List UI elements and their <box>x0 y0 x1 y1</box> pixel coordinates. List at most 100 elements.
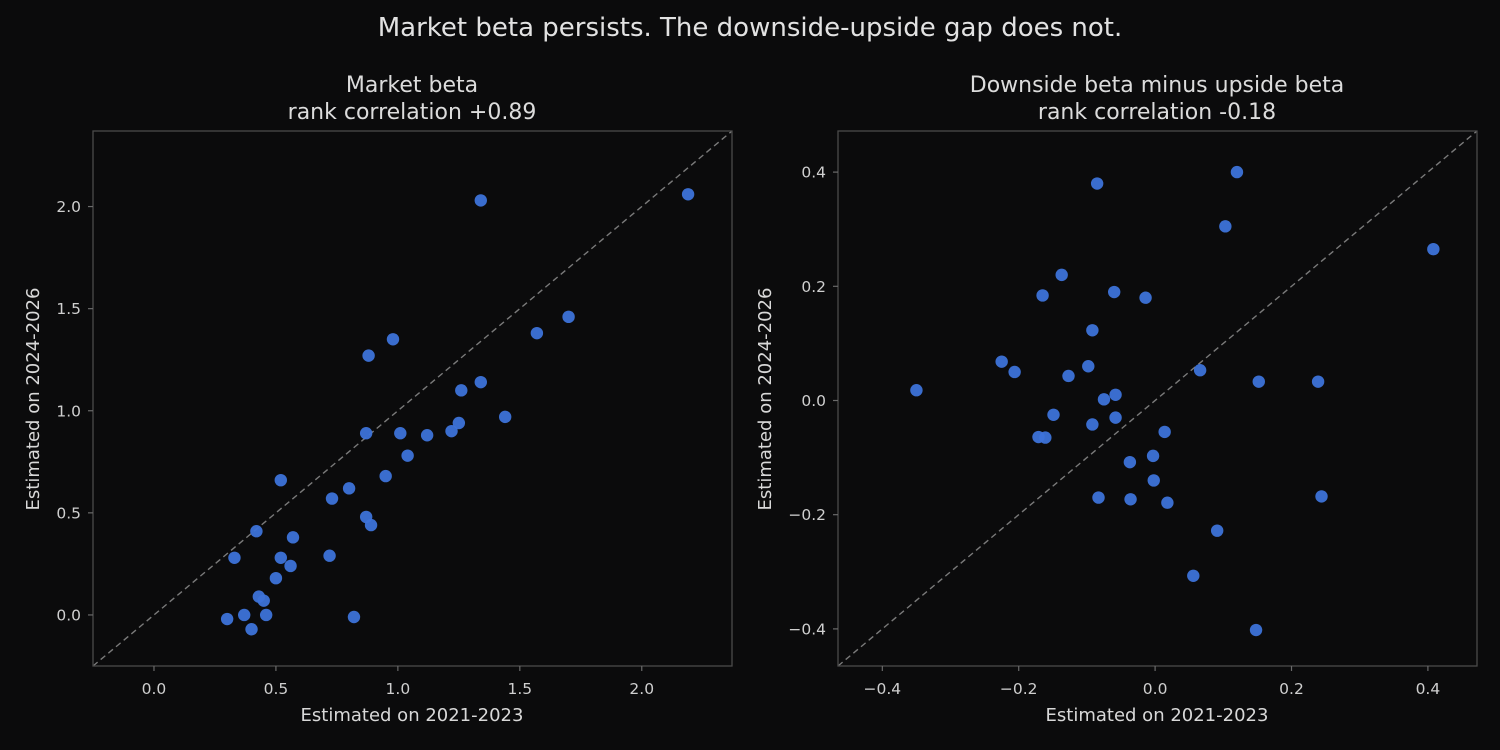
data-point <box>228 551 241 564</box>
data-point <box>1092 491 1105 504</box>
data-point <box>259 608 273 622</box>
data-point <box>1427 242 1440 256</box>
data-point <box>286 531 300 544</box>
y-axis-label: Estimated on 2024-2026 <box>23 288 44 511</box>
data-point <box>1230 165 1244 179</box>
data-point <box>386 333 400 346</box>
data-point <box>284 559 297 573</box>
y-tick-label: 0.0 <box>801 392 826 410</box>
data-point <box>474 375 487 389</box>
data-point <box>1039 431 1052 444</box>
data-point <box>364 518 378 532</box>
data-point <box>1210 524 1224 537</box>
data-point <box>1158 425 1171 439</box>
data-point <box>420 429 434 442</box>
panel-market-beta: Market beta rank correlation +0.89 Estim… <box>23 73 733 726</box>
plot-area: −0.4 −0.2 0.0 0.2 0.4 −0.4 −0.2 0.0 0.2 0.4 <box>788 130 1478 698</box>
x-axis-label: Estimated on 2021-2023 <box>301 705 524 726</box>
reference-line <box>92 130 733 667</box>
data-point <box>325 492 339 505</box>
y-tick-label: 0.5 <box>56 504 81 522</box>
y-tick-label: −0.4 <box>788 620 826 638</box>
data-point <box>401 449 414 462</box>
x-tick-label: −0.2 <box>1000 680 1038 698</box>
data-point <box>1107 285 1121 299</box>
panel-title: Market beta <box>346 73 478 98</box>
data-point <box>274 473 287 487</box>
data-point <box>1124 493 1137 506</box>
data-point <box>1193 364 1207 377</box>
data-point <box>379 469 392 483</box>
data-point <box>1082 360 1095 373</box>
axes-frame <box>92 130 733 667</box>
x-tick-label: 0.0 <box>142 680 167 698</box>
panel-downside-upside-gap: Downside beta minus upside beta rank cor… <box>755 73 1478 726</box>
y-tick-label: 1.5 <box>56 300 81 318</box>
x-tick-label: 2.0 <box>629 680 654 698</box>
data-point <box>1086 324 1099 337</box>
data-point <box>250 525 263 538</box>
data-point <box>1109 411 1122 424</box>
data-point <box>274 551 287 564</box>
plot-area: 0.0 0.5 1.0 1.5 2.0 0.0 0.5 1.0 1.5 2.0 <box>56 130 733 698</box>
y-tick-label: −0.2 <box>788 506 826 524</box>
data-point <box>323 549 336 562</box>
y-axis-label: Estimated on 2024-2026 <box>755 288 776 511</box>
data-point <box>562 310 575 324</box>
data-point <box>1086 418 1099 431</box>
data-point <box>1036 289 1049 302</box>
data-point <box>1249 623 1263 637</box>
x-tick-label: 1.0 <box>386 680 411 698</box>
data-point <box>257 594 270 607</box>
data-point <box>455 384 468 397</box>
data-point <box>347 610 361 624</box>
y-tick-label: 0.4 <box>801 164 826 182</box>
data-point <box>498 410 512 424</box>
data-point <box>220 612 234 626</box>
data-point <box>445 424 458 438</box>
data-point <box>452 416 466 430</box>
data-point <box>910 384 923 397</box>
data-point <box>1055 268 1068 282</box>
data-point <box>474 194 487 207</box>
panel-subtitle: rank correlation -0.18 <box>1038 100 1276 125</box>
data-point <box>1097 393 1111 406</box>
x-tick-label: −0.4 <box>864 680 902 698</box>
data-point <box>681 188 695 201</box>
panel-subtitle: rank correlation +0.89 <box>288 100 537 125</box>
data-point <box>1311 375 1325 388</box>
y-tick-label: 0.2 <box>801 278 826 296</box>
data-point <box>342 482 356 495</box>
data-point <box>359 427 373 440</box>
y-tick-label: 1.0 <box>56 402 81 420</box>
data-point <box>238 608 251 622</box>
panel-title: Downside beta minus upside beta <box>970 73 1344 98</box>
data-point <box>245 623 258 636</box>
data-point <box>1123 455 1137 469</box>
x-axis-label: Estimated on 2021-2023 <box>1046 705 1269 726</box>
axes-frame <box>837 130 1478 667</box>
x-tick-label: 0.2 <box>1279 680 1304 698</box>
data-point <box>1090 177 1104 190</box>
data-point <box>1161 496 1174 509</box>
data-point <box>995 355 1008 368</box>
data-point <box>394 427 407 440</box>
data-point <box>1147 474 1160 487</box>
data-point <box>1219 220 1232 233</box>
x-tick-label: 0.4 <box>1416 680 1441 698</box>
data-point <box>1008 365 1021 379</box>
x-tick-label: 0.0 <box>1143 680 1168 698</box>
y-tick-label: 2.0 <box>56 198 81 216</box>
figure-suptitle: Market beta persists. The downside-upsid… <box>378 13 1123 43</box>
data-point <box>530 326 544 340</box>
x-tick-label: 0.5 <box>264 680 289 698</box>
data-point <box>1062 369 1075 383</box>
data-point <box>1047 408 1060 421</box>
data-point <box>362 349 375 362</box>
data-point <box>1315 490 1328 503</box>
reference-line <box>837 130 1478 667</box>
data-point <box>1187 569 1200 582</box>
data-point <box>1146 449 1160 463</box>
data-point <box>269 571 283 585</box>
